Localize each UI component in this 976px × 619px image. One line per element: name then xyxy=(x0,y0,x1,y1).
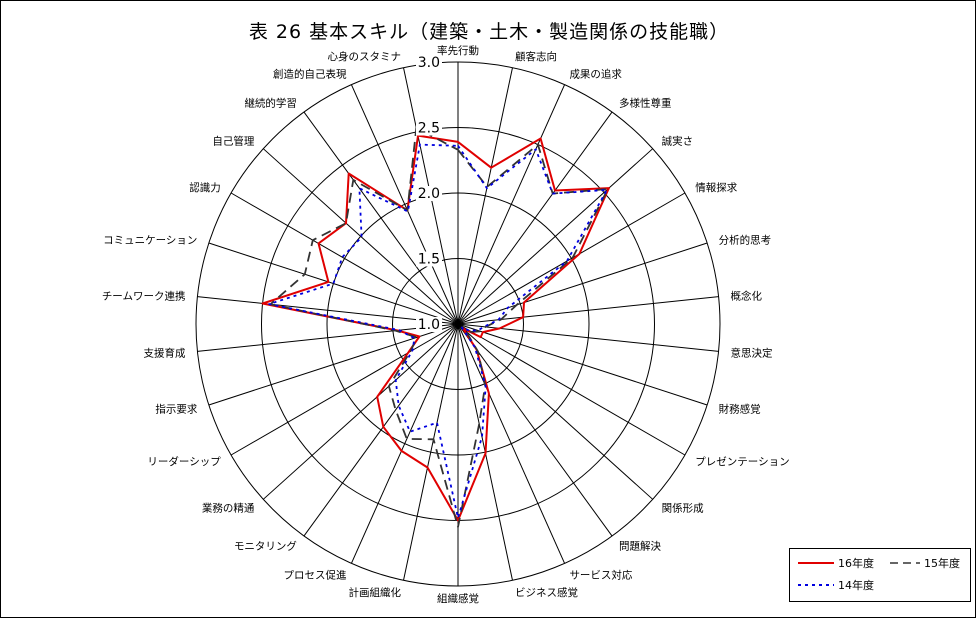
axis-spoke xyxy=(457,323,566,564)
axis-spoke xyxy=(197,296,459,325)
axis-spoke xyxy=(230,192,459,325)
axis-spoke xyxy=(303,323,459,537)
axis-spoke xyxy=(457,323,654,500)
axis-spoke xyxy=(457,148,654,325)
category-label: ビジネス感覚 xyxy=(515,586,578,599)
axis-spoke xyxy=(197,323,459,352)
axis-spoke xyxy=(457,84,566,325)
category-label: 指示要求 xyxy=(155,403,197,416)
axis-spoke xyxy=(208,323,459,406)
category-label: 意思決定 xyxy=(730,347,772,360)
category-label: チームワーク連携 xyxy=(102,289,186,302)
category-label: 認識力 xyxy=(189,181,221,194)
tick-label: 1.5 xyxy=(418,252,440,268)
category-label: 心身のスタミナ xyxy=(328,50,402,63)
category-label: 業務の精通 xyxy=(202,501,255,514)
series-line-16年度 xyxy=(261,134,610,522)
category-label: 誠実さ xyxy=(662,135,694,148)
axis-spoke xyxy=(457,192,686,325)
axis-spoke xyxy=(457,67,513,325)
category-label: プレゼンテーション xyxy=(695,456,789,468)
tick-label-bg xyxy=(416,186,442,201)
axis-spoke xyxy=(457,323,708,406)
legend-swatch-14 xyxy=(798,584,834,586)
chart-title: 表 26 基本スキル（建築・土木・製造関係の技能職） xyxy=(248,21,730,43)
legend-label-15: 15年度 xyxy=(924,557,960,570)
category-label: 多様性尊重 xyxy=(619,96,672,109)
axis-spoke xyxy=(350,323,459,564)
legend-item-15: 15年度 xyxy=(890,555,960,571)
axis-spoke xyxy=(262,323,459,500)
legend-item-16: 16年度 xyxy=(798,555,874,571)
legend-swatch-16 xyxy=(798,562,834,564)
category-label: コミュニケーション xyxy=(103,234,197,246)
axis-spoke xyxy=(262,148,459,325)
axis-spoke xyxy=(457,242,708,325)
tick-label-bg xyxy=(416,317,442,332)
category-label: 問題解決 xyxy=(619,540,661,553)
legend-swatch-15 xyxy=(890,562,920,564)
category-label: リーダーシップ xyxy=(147,455,221,468)
tick-label-bg xyxy=(416,55,442,70)
axis-spoke xyxy=(403,323,459,581)
axis-spoke xyxy=(350,84,459,325)
category-label: 財務感覚 xyxy=(719,403,761,416)
axis-spoke xyxy=(208,242,459,325)
tick-label: 2.5 xyxy=(418,121,440,137)
category-label: モニタリング xyxy=(234,540,297,553)
axis-spoke xyxy=(303,111,459,325)
category-label: 率先行動 xyxy=(437,44,479,57)
category-label: 自己管理 xyxy=(212,135,254,148)
legend: 16年度 15年度 14年度 xyxy=(789,548,971,602)
axis-spoke xyxy=(230,323,459,456)
category-label: 分析的思考 xyxy=(719,233,772,246)
category-label: サービス対応 xyxy=(569,568,632,581)
axis-spoke xyxy=(457,323,686,456)
category-label: 関係形成 xyxy=(662,502,704,514)
category-label: 計画組織化 xyxy=(349,586,402,599)
category-label: 情報探求 xyxy=(695,181,737,194)
category-label: 概念化 xyxy=(730,289,762,302)
tick-label-bg xyxy=(416,120,442,136)
category-label: 支援育成 xyxy=(144,347,186,360)
legend-label-14: 14年度 xyxy=(838,579,874,592)
category-label: 顧客志向 xyxy=(515,50,557,63)
tick-label: 3.0 xyxy=(418,55,440,71)
category-label: プロセス促進 xyxy=(284,568,347,581)
tick-label: 2.0 xyxy=(418,186,440,202)
legend-label-16: 16年度 xyxy=(838,557,874,570)
category-label: 組織感覚 xyxy=(437,592,479,605)
category-label: 継続的学習 xyxy=(244,96,297,109)
category-label: 成果の追求 xyxy=(569,68,622,81)
tick-label-bg xyxy=(416,251,442,267)
tick-label: 1.0 xyxy=(418,317,440,333)
series-line-15年度 xyxy=(269,127,609,528)
axis-spoke xyxy=(457,296,719,325)
category-label: 創造的自己表現 xyxy=(273,68,347,81)
axis-spoke xyxy=(457,323,613,537)
legend-item-14: 14年度 xyxy=(798,577,874,593)
axis-spoke xyxy=(457,111,613,325)
